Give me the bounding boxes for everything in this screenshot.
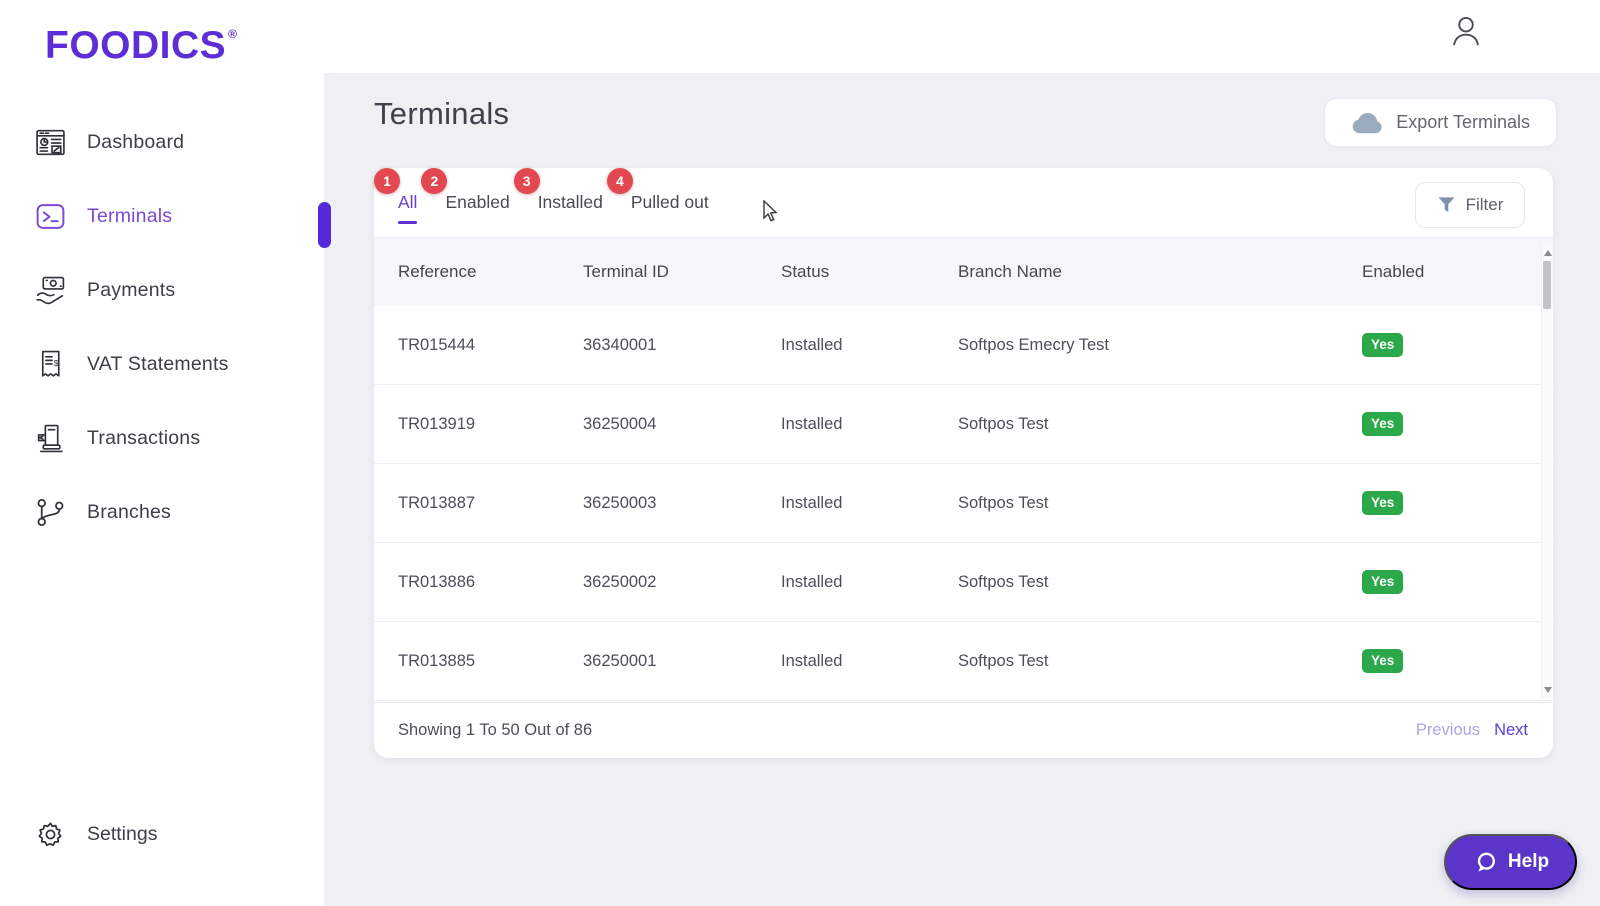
column-header-status: Status <box>781 262 830 281</box>
svg-text:$: $ <box>53 359 58 368</box>
cell-reference: TR015444 <box>398 335 476 354</box>
tab-label: All <box>398 192 418 212</box>
tab-enabled[interactable]: 2 Enabled <box>421 168 510 213</box>
cell-reference: TR013886 <box>398 572 476 591</box>
cell-status: Installed <box>781 493 843 512</box>
table-row[interactable]: TR013919 36250004 Installed Softpos Test… <box>374 385 1553 464</box>
tab-enabled-badge: 2 <box>421 168 448 194</box>
sidebar-item-terminals[interactable]: Terminals <box>0 179 324 253</box>
sidebar-item-settings[interactable]: Settings <box>0 806 324 862</box>
cell-branch-name: Softpos Test <box>958 651 1049 670</box>
table-scrollbar[interactable] <box>1541 245 1552 698</box>
cell-terminal-id: 36250003 <box>583 493 657 512</box>
previous-page-link[interactable]: Previous <box>1415 721 1481 739</box>
sidebar-item-dashboard[interactable]: Dashboard <box>0 105 324 179</box>
sidebar-item-label: Dashboard <box>87 130 185 153</box>
transactions-icon <box>33 421 67 455</box>
tab-label: Enabled <box>445 192 510 212</box>
sidebar-nav: Dashboard Terminals Payments <box>0 105 324 549</box>
column-header-reference: Reference <box>398 262 477 281</box>
tab-all[interactable]: 1 All <box>374 168 418 224</box>
sidebar-item-label: Settings <box>87 822 158 845</box>
cell-reference: TR013919 <box>398 414 476 433</box>
enabled-badge: Yes <box>1362 333 1404 357</box>
tab-pulled-out[interactable]: 4 Pulled out <box>606 168 709 213</box>
foodics-logo[interactable]: FOODICS ® <box>45 26 237 65</box>
sidebar-item-label: Payments <box>87 278 176 301</box>
export-terminals-button[interactable]: Export Terminals <box>1324 98 1557 147</box>
column-header-branch-name: Branch Name <box>958 262 1062 281</box>
cell-reference: TR013885 <box>398 651 476 670</box>
help-button[interactable]: Help <box>1444 834 1577 890</box>
cloud-icon <box>1351 112 1384 134</box>
cell-status: Installed <box>781 414 843 433</box>
export-terminals-label: Export Terminals <box>1396 112 1530 132</box>
cell-branch-name: Softpos Test <box>958 493 1049 512</box>
cell-reference: TR013887 <box>398 493 476 512</box>
column-header-enabled: Enabled <box>1362 262 1425 281</box>
table-header-row: Reference Terminal ID Status Branch Name… <box>374 238 1553 306</box>
table-row[interactable]: TR013885 36250001 Installed Softpos Test… <box>374 622 1553 701</box>
logo-text: FOODICS <box>45 24 227 67</box>
scroll-down-arrow[interactable] <box>1544 687 1552 693</box>
sidebar-item-label: Branches <box>87 500 171 523</box>
dashboard-icon <box>33 125 67 159</box>
sidebar-item-branches[interactable]: Branches <box>0 475 324 549</box>
user-avatar-icon[interactable] <box>1448 12 1484 52</box>
table-row[interactable]: TR015444 36340001 Installed Softpos Emec… <box>374 306 1553 385</box>
page-title: Terminals <box>374 96 510 131</box>
sidebar-item-vat-statements[interactable]: $ VAT Statements <box>0 327 324 401</box>
terminals-card: 1 All 2 Enabled 3 Installed 4 Pulled out… <box>374 168 1553 758</box>
tab-label: Pulled out <box>630 192 709 212</box>
tab-installed[interactable]: 3 Installed <box>513 168 603 213</box>
scroll-up-arrow[interactable] <box>1544 250 1552 256</box>
cell-status: Installed <box>781 335 843 354</box>
branches-icon <box>33 495 67 529</box>
table-body: TR015444 36340001 Installed Softpos Emec… <box>374 306 1553 702</box>
cell-terminal-id: 36250001 <box>583 651 657 670</box>
sidebar-item-label: Terminals <box>87 204 173 227</box>
enabled-badge: Yes <box>1362 491 1404 515</box>
scrollbar-thumb[interactable] <box>1543 261 1551 309</box>
table-row[interactable]: TR013887 36250003 Installed Softpos Test… <box>374 464 1553 543</box>
sidebar-item-label: VAT Statements <box>87 352 229 375</box>
help-label: Help <box>1507 851 1550 872</box>
enabled-badge: Yes <box>1362 412 1404 436</box>
tab-installed-badge: 3 <box>513 168 540 194</box>
filter-label: Filter <box>1465 195 1504 214</box>
tab-pulled-out-badge: 4 <box>606 168 633 194</box>
funnel-icon <box>1437 196 1456 214</box>
results-summary: Showing 1 To 50 Out of 86 <box>398 721 593 739</box>
cell-branch-name: Softpos Test <box>958 572 1049 591</box>
filter-button[interactable]: Filter <box>1415 182 1525 228</box>
cell-terminal-id: 36340001 <box>583 335 657 354</box>
cell-branch-name: Softpos Test <box>958 414 1049 433</box>
cell-branch-name: Softpos Emecry Test <box>958 335 1110 354</box>
next-page-link[interactable]: Next <box>1494 721 1528 739</box>
sidebar-item-transactions[interactable]: Transactions <box>0 401 324 475</box>
tab-label: Installed <box>537 192 603 212</box>
cell-status: Installed <box>781 651 843 670</box>
payments-icon <box>33 273 67 307</box>
terminal-icon <box>33 199 67 233</box>
tab-all-badge: 1 <box>374 168 400 194</box>
active-nav-indicator <box>318 202 331 248</box>
gear-icon <box>35 819 66 850</box>
registered-trademark: ® <box>228 27 238 41</box>
enabled-badge: Yes <box>1362 570 1404 594</box>
tab-bar: 1 All 2 Enabled 3 Installed 4 Pulled out… <box>374 168 1553 238</box>
cell-terminal-id: 36250004 <box>583 414 657 433</box>
vat-statements-icon: $ <box>33 347 67 381</box>
cell-status: Installed <box>781 572 843 591</box>
table-row[interactable]: TR013886 36250002 Installed Softpos Test… <box>374 543 1553 622</box>
column-header-terminal-id: Terminal ID <box>583 262 669 281</box>
chat-bubble-icon <box>1472 849 1499 876</box>
sidebar-item-label: Transactions <box>87 426 201 449</box>
pagination-bar: Showing 1 To 50 Out of 86 Previous Next <box>374 702 1553 758</box>
sidebar-item-payments[interactable]: Payments <box>0 253 324 327</box>
cell-terminal-id: 36250002 <box>583 572 657 591</box>
enabled-badge: Yes <box>1362 649 1404 673</box>
